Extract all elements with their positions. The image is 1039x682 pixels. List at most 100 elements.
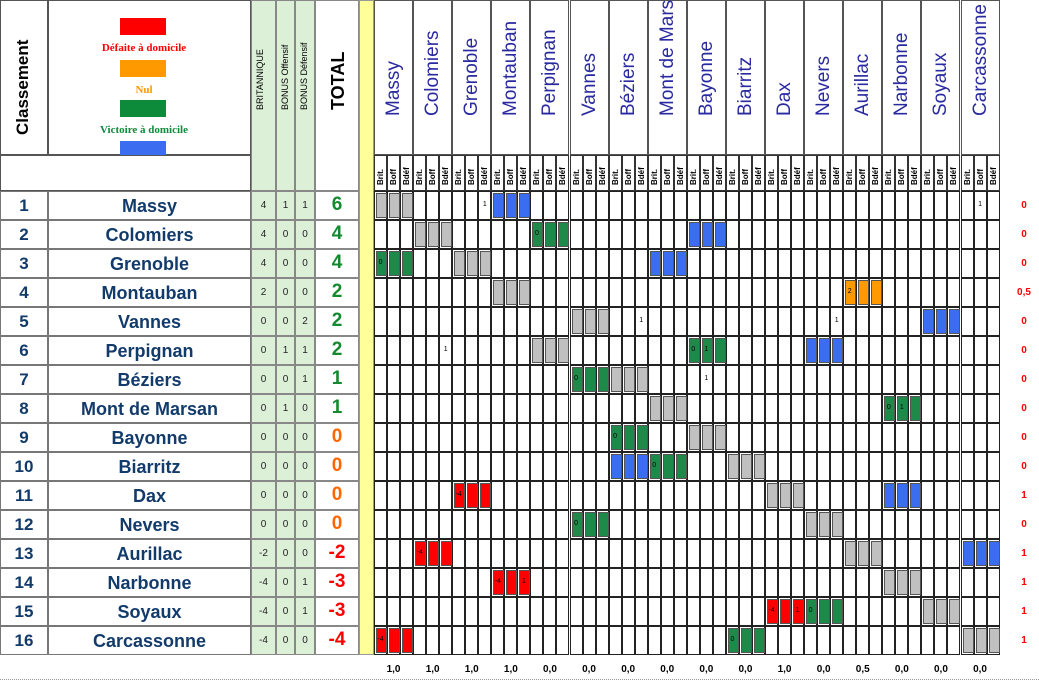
right-value-1: 0 <box>1021 200 1027 211</box>
right-value-4: 0,5 <box>1017 287 1031 298</box>
matrix-subcell <box>986 307 1000 336</box>
matrix-subcell <box>686 510 700 539</box>
bonus-cell <box>295 191 315 220</box>
matrix-subcell <box>791 394 805 423</box>
bonus-cell <box>251 626 276 655</box>
rank-15: 15 <box>14 602 34 621</box>
matrix-subcell <box>921 626 935 655</box>
match-cell-win <box>558 222 570 247</box>
subheader-sub_bdef: Bdéf <box>871 167 881 185</box>
matrix-subcell <box>387 365 401 394</box>
right-value-13: 1 <box>1021 548 1027 559</box>
matrix-subcell <box>882 597 896 626</box>
match-value: 1 <box>521 578 526 585</box>
matrix-subcell <box>543 510 557 539</box>
matrix-subcell <box>986 336 1000 365</box>
column-header-7: Mont de Marsan <box>656 0 678 116</box>
matrix-subcell <box>751 394 765 423</box>
matrix-subcell <box>504 394 518 423</box>
matrix-subcell <box>556 191 570 220</box>
bonus-value-brit: 0 <box>260 316 267 327</box>
matrix-subcell <box>817 626 831 655</box>
subheader-cell <box>426 155 440 191</box>
matrix-subcell <box>830 307 844 336</box>
total-cell <box>315 452 359 481</box>
matrix-subcell <box>960 452 974 481</box>
matrix-subcell <box>947 220 961 249</box>
bonus-cell <box>276 394 295 423</box>
subheader-sub_brit: Brit. <box>884 169 894 185</box>
matrix-subcell <box>765 539 779 568</box>
matrix-subcell <box>765 568 779 597</box>
column-header-cell-3 <box>491 0 531 155</box>
matrix-subcell <box>660 539 674 568</box>
matrix-subcell <box>621 510 635 539</box>
matrix-subcell <box>491 539 505 568</box>
matrix-subcell <box>543 307 557 336</box>
matrix-subcell <box>504 365 518 394</box>
column-header-3: Montauban <box>500 20 522 116</box>
match-cell-win <box>714 338 726 363</box>
bonus-value-boff: 0 <box>282 606 289 617</box>
matrix-subcell <box>869 365 883 394</box>
matrix-subcell <box>595 568 609 597</box>
matrix-subcell <box>960 278 974 307</box>
matrix-subcell <box>543 365 557 394</box>
team-name-5: Vannes <box>117 312 182 332</box>
matrix-subcell <box>569 597 583 626</box>
matrix-subcell <box>804 394 818 423</box>
footer-value-15: 0,0 <box>973 664 987 675</box>
match-value: 0 <box>574 375 578 382</box>
bonus-value-boff: 1 <box>282 200 289 211</box>
matrix-subcell <box>595 394 609 423</box>
matrix-subcell <box>947 568 961 597</box>
column-header-cell-6 <box>608 0 648 155</box>
matrix-subcell <box>738 336 752 365</box>
matrix-subcell <box>517 510 531 539</box>
matrix-subcell <box>908 249 922 278</box>
matrix-subcell <box>569 336 583 365</box>
matrix-subcell <box>621 481 635 510</box>
match-cell-self <box>767 483 779 508</box>
bonus-cell <box>295 423 315 452</box>
legend-label-0: Défaite à domicile <box>101 42 187 54</box>
matrix-subcell <box>634 220 648 249</box>
matrix-subcell <box>569 481 583 510</box>
matrix-subcell <box>374 539 388 568</box>
matrix-subcell <box>660 278 674 307</box>
bonus-header-bonus_off: BONUS Offensif <box>280 44 290 110</box>
matrix-subcell <box>725 336 739 365</box>
matrix-subcell <box>569 249 583 278</box>
matrix-subcell <box>543 394 557 423</box>
matrix-subcell <box>725 510 739 539</box>
match-cell-self <box>532 338 544 363</box>
column-header-5: Vannes <box>578 52 600 116</box>
match-cell-self <box>597 309 609 334</box>
subheader-cell <box>478 155 492 191</box>
matrix-subcell <box>725 481 739 510</box>
matrix-subcell <box>621 278 635 307</box>
matrix-subcell <box>882 626 896 655</box>
matrix-subcell <box>517 307 531 336</box>
team-cell <box>48 307 251 336</box>
matrix-subcell <box>817 452 831 481</box>
matrix-subcell <box>973 191 987 220</box>
right-value-9: 0 <box>1021 432 1027 443</box>
subheader-sub_brit: Brit. <box>454 169 464 185</box>
matrix-subcell <box>426 481 440 510</box>
matrix-subcell <box>817 539 831 568</box>
matrix-subcell <box>830 539 844 568</box>
match-cell-draw <box>871 280 883 305</box>
bonus-value-brit: 4 <box>260 258 267 269</box>
matrix-subcell <box>765 394 779 423</box>
matrix-subcell <box>947 394 961 423</box>
match-cell-self <box>675 396 687 421</box>
match-cell-win <box>662 454 674 479</box>
bonus-value-brit: 0 <box>260 490 267 501</box>
matrix-subcell <box>882 539 896 568</box>
matrix-subcell <box>660 191 674 220</box>
subheader-cell <box>830 155 844 191</box>
rank-3: 3 <box>19 254 29 273</box>
matrix-subcell <box>725 597 739 626</box>
matrix-subcell <box>569 191 583 220</box>
